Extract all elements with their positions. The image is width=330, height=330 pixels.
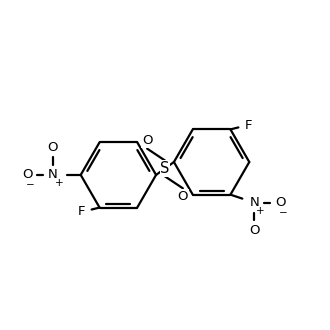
Text: O: O xyxy=(249,224,259,237)
Text: F: F xyxy=(245,119,252,132)
Text: O: O xyxy=(22,168,32,182)
Text: O: O xyxy=(275,196,285,209)
Text: F: F xyxy=(78,205,85,218)
Text: O: O xyxy=(142,134,152,147)
Text: N: N xyxy=(48,168,58,182)
Text: +: + xyxy=(256,206,265,215)
Text: −: − xyxy=(279,208,287,217)
Text: O: O xyxy=(48,141,58,154)
Text: S: S xyxy=(160,161,170,176)
Text: −: − xyxy=(26,180,35,190)
Text: O: O xyxy=(178,190,188,203)
Text: +: + xyxy=(54,178,63,188)
Text: N: N xyxy=(249,196,259,209)
